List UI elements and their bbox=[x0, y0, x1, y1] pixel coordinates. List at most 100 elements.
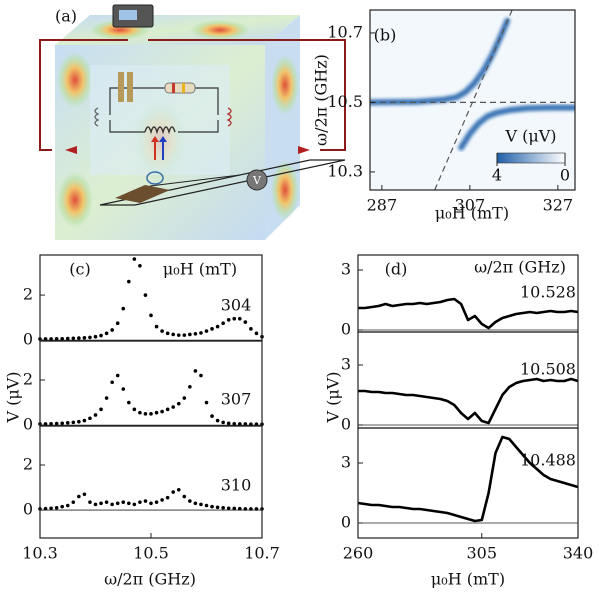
panel-label: (a) bbox=[55, 7, 77, 26]
data-point bbox=[88, 416, 92, 421]
data-point bbox=[77, 419, 81, 424]
data-point bbox=[60, 504, 64, 509]
data-point bbox=[54, 336, 59, 341]
data-point bbox=[65, 503, 70, 508]
data-point bbox=[232, 421, 237, 426]
y-tick-label: 3 bbox=[341, 355, 351, 374]
data-point bbox=[210, 504, 214, 509]
panel-label: (d) bbox=[385, 260, 408, 279]
data-point bbox=[93, 413, 98, 417]
data-point bbox=[88, 500, 92, 504]
data-point bbox=[165, 407, 170, 412]
data-point bbox=[176, 333, 181, 337]
y-tick-label: 0 bbox=[23, 330, 33, 349]
data-point bbox=[88, 335, 92, 340]
data-point bbox=[132, 502, 137, 507]
data-point bbox=[99, 407, 103, 412]
data-point bbox=[143, 412, 148, 416]
data-point bbox=[115, 501, 120, 506]
y-tick-label: 0 bbox=[341, 320, 351, 339]
data-point bbox=[160, 329, 164, 333]
colorbar-label: V (μV) bbox=[504, 127, 556, 146]
data-point bbox=[238, 506, 242, 511]
data-point bbox=[232, 506, 237, 511]
data-point bbox=[171, 405, 175, 409]
data-point bbox=[182, 494, 187, 499]
data-point bbox=[193, 501, 198, 506]
data-point bbox=[176, 487, 181, 492]
data-point bbox=[215, 418, 220, 423]
data-point bbox=[254, 331, 259, 336]
trace bbox=[357, 435, 579, 523]
panel: 10.508 0 3V (μV) bbox=[324, 331, 579, 434]
data-point bbox=[238, 422, 242, 426]
series-label: 304 bbox=[221, 296, 252, 315]
data-point bbox=[160, 498, 164, 502]
panel-label: (c) bbox=[69, 260, 90, 279]
y-tick-label: 2 bbox=[23, 370, 33, 389]
data-point bbox=[193, 369, 198, 373]
trace bbox=[358, 377, 579, 425]
data-point bbox=[254, 422, 259, 426]
branch bbox=[458, 104, 575, 151]
data-point bbox=[71, 500, 76, 504]
data-point bbox=[193, 331, 198, 336]
data-point bbox=[154, 410, 159, 415]
data-point bbox=[110, 502, 114, 507]
data-point bbox=[249, 327, 253, 331]
y-tick-label: 0 bbox=[341, 513, 351, 532]
data-point bbox=[160, 409, 164, 414]
series-label: 307 bbox=[221, 390, 252, 409]
data-point bbox=[154, 324, 159, 329]
data-point bbox=[82, 418, 87, 423]
data-point bbox=[54, 506, 59, 510]
data-point bbox=[138, 410, 142, 415]
data-point bbox=[65, 421, 70, 425]
series-label: 10.528 bbox=[520, 283, 576, 302]
y-tick-label: 10.5 bbox=[327, 92, 363, 111]
legend-title: ω/2π (GHz) bbox=[474, 258, 566, 277]
data-point bbox=[171, 332, 175, 337]
data-point bbox=[115, 321, 120, 326]
data-point bbox=[254, 507, 259, 511]
data-point bbox=[121, 387, 126, 391]
data-point bbox=[104, 331, 109, 336]
data-point bbox=[127, 279, 131, 284]
panel: 10.488 0 3 260 305 340 μ₀H (mT) bbox=[341, 427, 593, 589]
data-point bbox=[71, 420, 76, 425]
data-point bbox=[165, 495, 170, 500]
colorbar-tick-label: 4 bbox=[492, 166, 502, 185]
guide-line bbox=[434, 10, 513, 190]
x-axis-label: μ₀H (mT) bbox=[435, 204, 509, 223]
data-point bbox=[188, 332, 192, 337]
x-tick-label: 307 bbox=[455, 196, 486, 215]
data-point bbox=[243, 422, 248, 426]
data-point bbox=[243, 507, 248, 511]
data-point bbox=[204, 329, 209, 333]
data-point bbox=[93, 502, 98, 507]
data-point bbox=[215, 324, 220, 329]
y-tick-label: 3 bbox=[341, 453, 351, 472]
y-tick-label: 10.7 bbox=[327, 22, 363, 41]
meter-label: V bbox=[252, 174, 262, 187]
trace bbox=[358, 297, 579, 330]
data-point bbox=[238, 316, 242, 321]
y-tick-label: 10.3 bbox=[327, 161, 363, 180]
data-point bbox=[65, 336, 70, 341]
data-point bbox=[138, 500, 142, 504]
series-label: 10.508 bbox=[520, 360, 576, 379]
data-point bbox=[188, 384, 192, 389]
data-point bbox=[165, 331, 170, 336]
illustration: V (a) bbox=[39, 4, 346, 240]
data-point bbox=[215, 505, 220, 510]
data-point bbox=[127, 501, 131, 506]
data-point bbox=[143, 293, 148, 297]
data-point bbox=[49, 506, 53, 511]
data-point bbox=[182, 333, 187, 337]
data-point bbox=[121, 306, 126, 311]
colorbar-tick-label: 0 bbox=[560, 166, 570, 185]
panel: 310 0 2 10.3 10.5 10.7 ω/2π (GHz) bbox=[22, 425, 280, 589]
data-point bbox=[60, 421, 64, 426]
